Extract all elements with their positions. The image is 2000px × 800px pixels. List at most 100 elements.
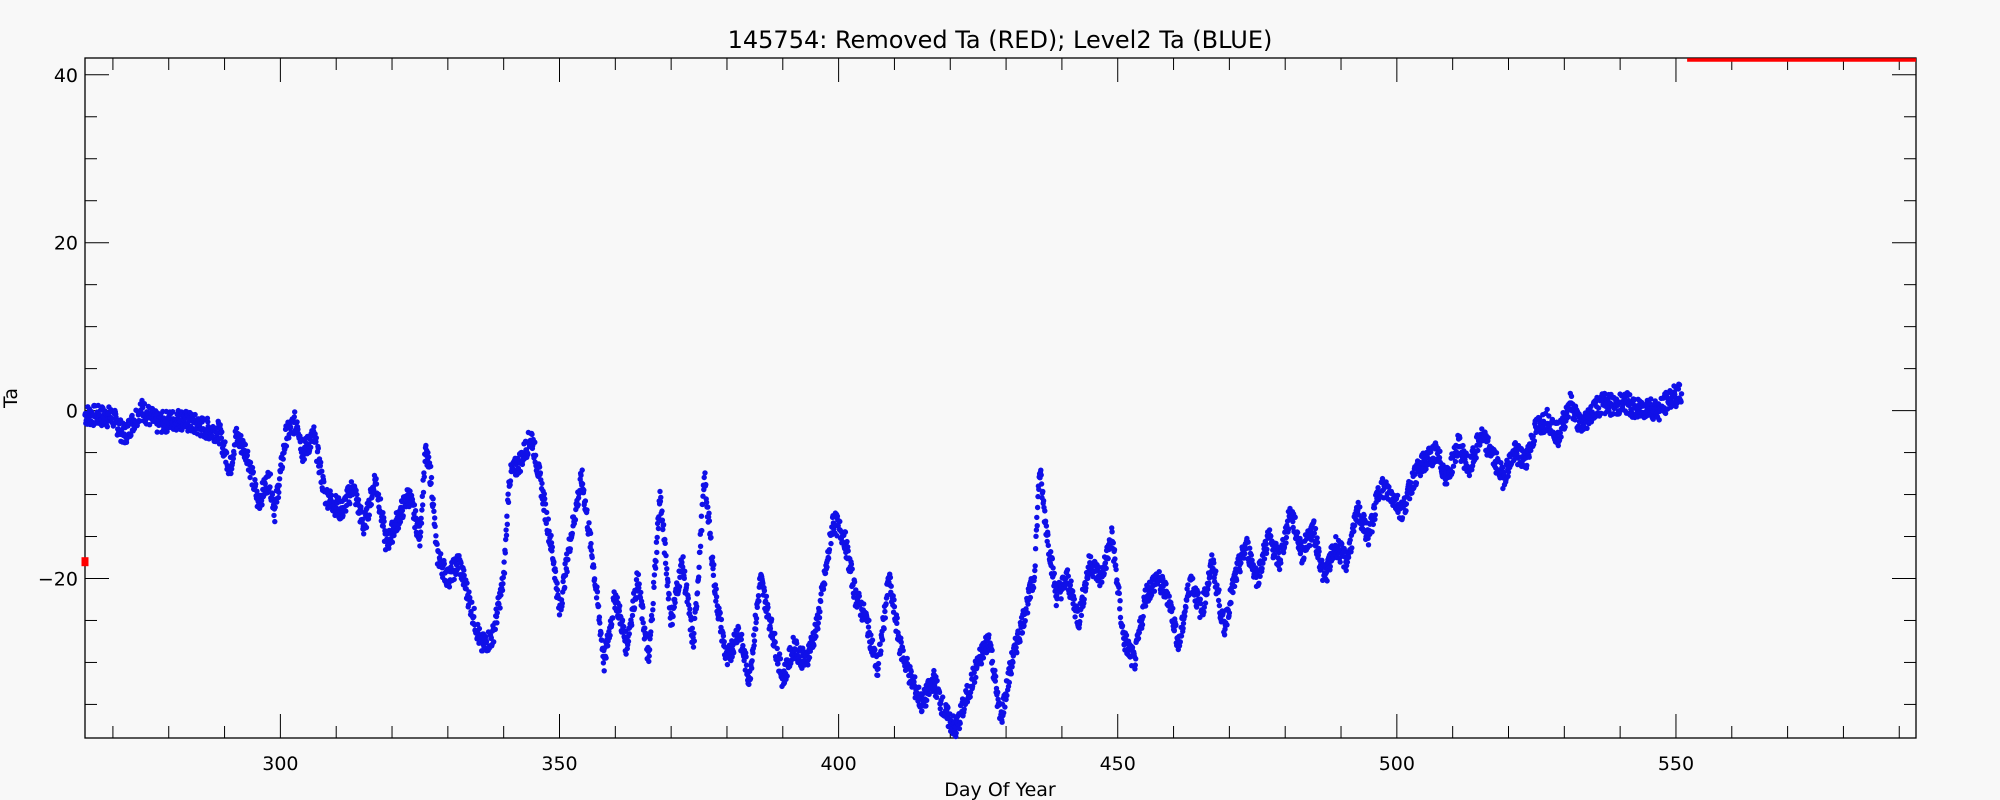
- data-point: [1014, 650, 1020, 656]
- data-point: [957, 720, 963, 726]
- data-point: [891, 597, 897, 603]
- data-point: [347, 501, 353, 507]
- data-point: [1676, 382, 1683, 388]
- data-point: [1526, 454, 1532, 460]
- data-point: [1406, 496, 1413, 502]
- data-point: [295, 426, 301, 433]
- data-point: [648, 629, 654, 635]
- x-tick-label: 400: [820, 753, 856, 775]
- data-point: [652, 565, 659, 571]
- data-point: [653, 558, 659, 565]
- data-point: [1324, 578, 1330, 584]
- data-point: [619, 617, 626, 623]
- data-point: [875, 672, 881, 678]
- data-point: [548, 540, 555, 546]
- data-point: [1276, 549, 1282, 556]
- data-point: [1072, 614, 1078, 620]
- data-point: [866, 617, 872, 624]
- data-point: [1276, 566, 1283, 573]
- data-point: [1237, 569, 1243, 575]
- data-point: [995, 689, 1001, 695]
- data-point: [276, 489, 282, 496]
- data-point: [218, 435, 225, 441]
- data-point: [826, 547, 833, 553]
- data-point: [986, 632, 992, 638]
- data-point: [749, 665, 755, 671]
- data-point: [292, 409, 298, 415]
- data-point: [702, 470, 708, 476]
- data-point: [923, 703, 929, 709]
- data-point: [319, 468, 325, 474]
- data-point: [1499, 465, 1506, 471]
- data-point: [318, 459, 324, 465]
- data-point: [1202, 600, 1209, 606]
- data-point: [392, 522, 398, 528]
- data-point: [377, 496, 384, 502]
- data-point: [1112, 556, 1118, 562]
- data-point: [956, 725, 963, 732]
- data-point: [1230, 589, 1236, 596]
- data-point: [664, 566, 670, 572]
- data-point: [696, 574, 702, 580]
- data-point: [837, 518, 843, 525]
- data-point: [1531, 438, 1538, 444]
- data-point: [498, 592, 504, 598]
- data-point: [705, 504, 711, 510]
- data-point: [1116, 584, 1122, 591]
- y-axis-label: Ta: [0, 388, 22, 409]
- data-point: [1372, 516, 1378, 522]
- data-point: [1195, 590, 1202, 596]
- data-point: [1290, 524, 1296, 531]
- data-point: [1314, 539, 1321, 546]
- y-tick-label: −20: [38, 568, 78, 590]
- data-point: [1544, 406, 1550, 413]
- data-point: [884, 592, 890, 599]
- data-point: [724, 661, 731, 668]
- data-point: [466, 589, 472, 595]
- data-point: [649, 616, 656, 623]
- data-point: [1505, 469, 1512, 475]
- data-point: [315, 445, 321, 451]
- data-point: [1170, 605, 1176, 612]
- data-point: [594, 589, 601, 595]
- data-point: [425, 449, 431, 456]
- data-point: [433, 533, 439, 539]
- data-point: [492, 626, 498, 632]
- data-point: [919, 708, 925, 714]
- data-point: [842, 529, 849, 535]
- data-point: [582, 498, 589, 504]
- data-point: [560, 578, 566, 585]
- data-point: [980, 655, 987, 661]
- data-point: [720, 633, 727, 639]
- removed-point: [81, 557, 89, 567]
- data-point: [363, 524, 370, 531]
- data-point: [1316, 548, 1322, 555]
- data-point: [421, 470, 427, 476]
- data-point: [340, 512, 346, 519]
- data-point: [1207, 572, 1213, 579]
- data-point: [1242, 550, 1248, 557]
- data-point: [1565, 414, 1572, 420]
- data-point: [552, 568, 559, 575]
- data-point: [717, 610, 723, 616]
- data-point: [467, 594, 473, 601]
- data-point: [1040, 488, 1046, 495]
- data-point: [776, 651, 783, 657]
- data-point: [1357, 504, 1363, 510]
- data-point: [500, 574, 506, 581]
- data-point: [848, 561, 855, 567]
- data-point: [989, 647, 995, 653]
- data-point: [879, 637, 886, 643]
- data-point: [579, 481, 586, 487]
- data-point: [499, 587, 506, 593]
- data-point: [1249, 557, 1255, 563]
- data-point: [343, 508, 349, 514]
- data-point: [1032, 546, 1039, 552]
- data-point: [375, 491, 382, 497]
- data-point: [718, 616, 725, 623]
- data-point: [542, 496, 548, 502]
- data-point: [813, 633, 819, 640]
- data-point: [276, 476, 283, 482]
- data-point: [650, 607, 656, 613]
- data-point: [650, 600, 656, 607]
